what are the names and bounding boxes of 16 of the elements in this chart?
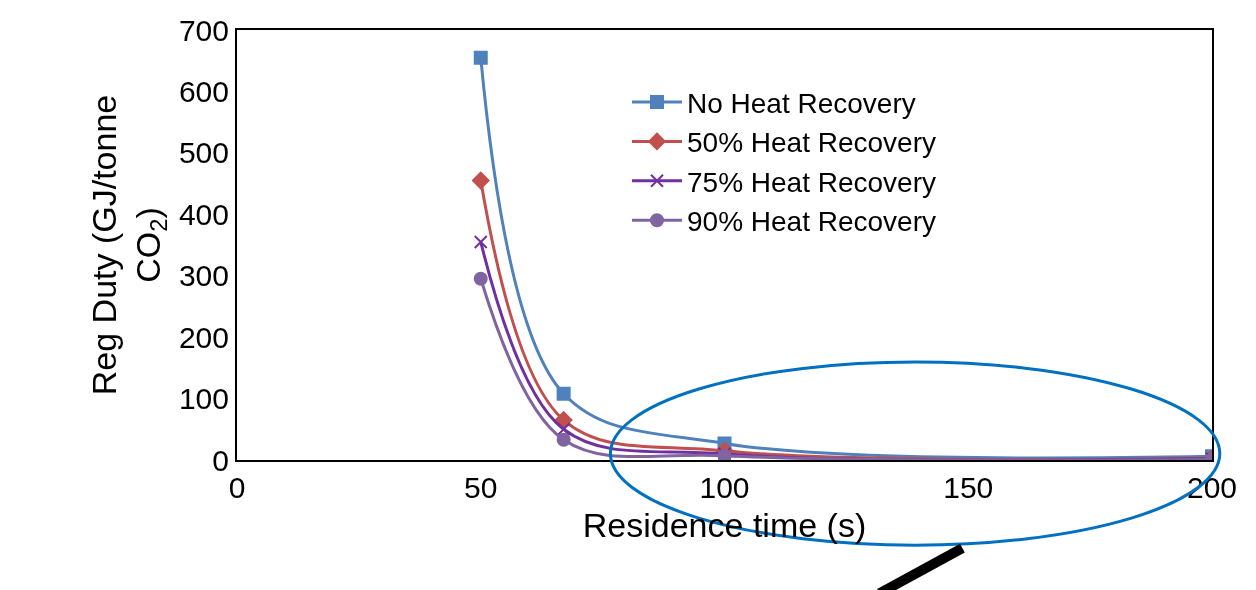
y-tick-label: 100 bbox=[178, 382, 229, 416]
legend-label: 50% Heat Recovery bbox=[687, 127, 937, 159]
y-tick-label: 0 bbox=[212, 443, 229, 477]
x-axis-title: Residence time (s) bbox=[582, 505, 867, 544]
legend-label: 90% Heat Recovery bbox=[687, 206, 937, 238]
y-tick-label: 500 bbox=[178, 136, 229, 170]
legend-label: No Heat Recovery bbox=[687, 87, 916, 119]
legend-label: 75% Heat Recovery bbox=[687, 166, 937, 198]
x-tick-label: 100 bbox=[699, 471, 750, 504]
y-tick-label: 400 bbox=[178, 197, 229, 231]
x-tick-label: 150 bbox=[943, 471, 994, 504]
y-tick-label: 300 bbox=[178, 259, 229, 293]
y-tick-label: 200 bbox=[178, 320, 229, 354]
y-tick-label: 700 bbox=[178, 13, 229, 47]
x-tick-label: 50 bbox=[464, 471, 498, 504]
y-tick-label: 600 bbox=[178, 74, 229, 108]
